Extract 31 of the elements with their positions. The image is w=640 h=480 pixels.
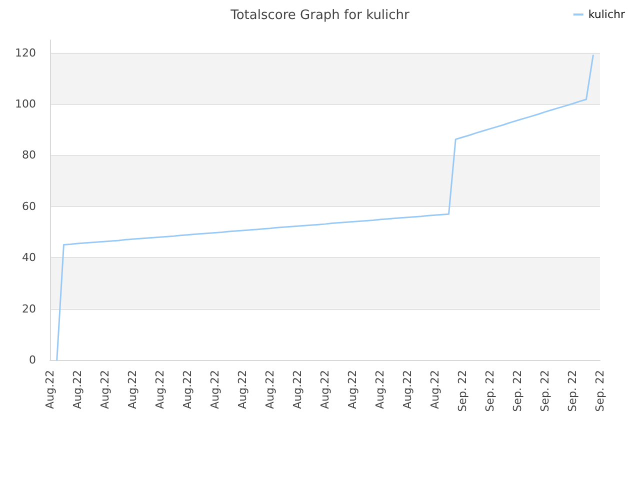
x-tick-label: Sep. 22	[484, 370, 496, 412]
x-tick-label: Aug.22	[264, 370, 276, 409]
x-tick-label: Aug.22	[98, 370, 112, 409]
x-tick-label: Aug.22	[428, 370, 442, 409]
x-tick-label: Aug.22	[318, 370, 332, 409]
y-tick-label: 20	[22, 302, 36, 316]
x-tick-label: Aug.22	[291, 370, 304, 409]
y-tick-label: 80	[22, 148, 36, 162]
y-tick-label: 100	[15, 98, 36, 110]
x-tick-label: Sep. 22	[456, 370, 469, 412]
x-tick-label: Aug.22	[154, 370, 166, 409]
y-tick-label: 40	[22, 251, 36, 264]
x-tick-label: Aug.22	[126, 370, 139, 409]
x-tick-label: Sep. 22	[538, 370, 552, 412]
chart-title: Totalscore Graph for kulichr	[230, 8, 410, 23]
y-tick-label: 120	[15, 46, 36, 60]
x-tick-label: Aug.22	[236, 370, 249, 409]
y-tick-label: 60	[22, 200, 36, 213]
y-tick-label: 0	[29, 354, 36, 366]
x-tick-label: Aug.22	[374, 370, 386, 409]
x-tick-label: Aug.22	[401, 370, 414, 409]
x-tick-label: Sep. 22	[594, 370, 606, 412]
x-tick-label: Aug.22	[44, 370, 56, 409]
x-tick-label: Aug.22	[181, 370, 194, 409]
x-tick-label: Aug.22	[346, 370, 359, 409]
legend-label: kulichr	[588, 8, 626, 21]
x-tick-label: Sep. 22	[511, 370, 524, 412]
line-series	[56, 54, 594, 361]
x-tick-label: Aug.22	[208, 370, 222, 409]
x-tick-label: Sep. 22	[566, 370, 579, 412]
x-tick-label: Aug.22	[71, 370, 84, 409]
